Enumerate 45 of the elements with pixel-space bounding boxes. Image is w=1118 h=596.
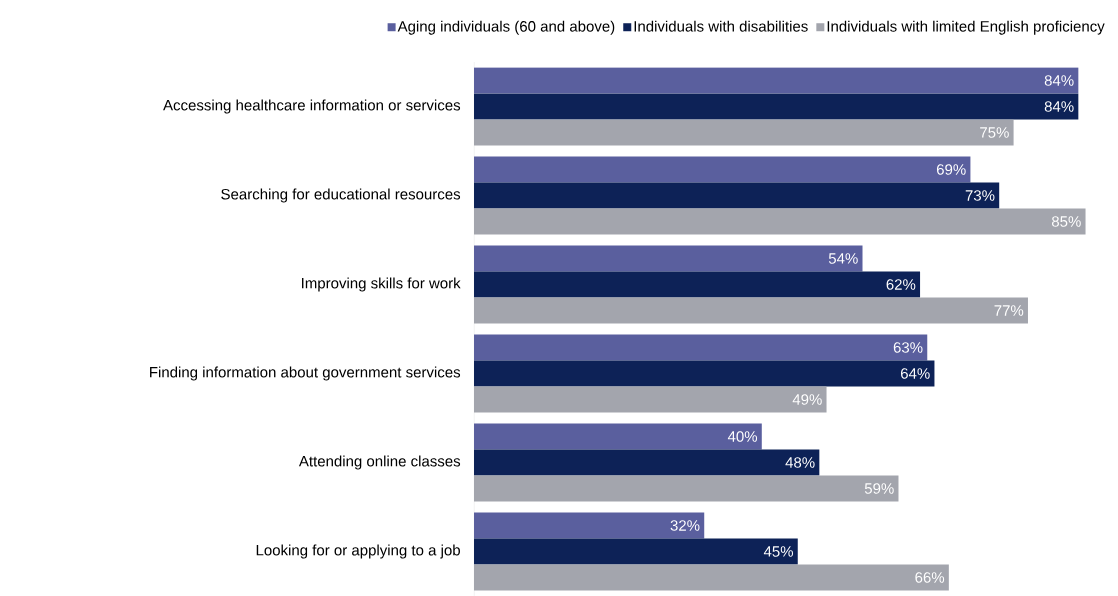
data-label: 69% xyxy=(936,164,966,175)
bar xyxy=(474,67,1079,94)
bar xyxy=(474,334,928,361)
legend-label: Individuals with limited English proficiency xyxy=(827,20,1105,35)
bar xyxy=(474,156,971,183)
bar xyxy=(474,119,1014,146)
bar xyxy=(474,423,762,450)
bar xyxy=(474,475,899,502)
bar xyxy=(474,93,1079,120)
data-label: 66% xyxy=(915,572,945,583)
data-label: 45% xyxy=(763,546,794,557)
data-label: 49% xyxy=(792,394,822,405)
bar xyxy=(474,271,921,298)
bar xyxy=(474,297,1028,324)
legend-label: Individuals with disabilities xyxy=(634,20,808,32)
y-tick-label: Looking for or applying to a job xyxy=(256,544,460,559)
bar xyxy=(474,386,827,413)
bar xyxy=(474,564,949,591)
data-label: 32% xyxy=(670,520,700,531)
y-tick-label: Finding information about government services xyxy=(150,366,461,381)
data-label: 77% xyxy=(994,305,1024,316)
data-label: 84% xyxy=(1044,101,1074,112)
data-label: 40% xyxy=(727,431,758,442)
legend-label: Aging individuals (60 and above) xyxy=(397,20,615,35)
bar xyxy=(474,208,1086,235)
data-label: 48% xyxy=(785,457,815,468)
y-tick-label: Searching for educational resources xyxy=(221,188,461,203)
bar xyxy=(474,360,935,387)
bar xyxy=(474,538,798,565)
data-label: 75% xyxy=(980,127,1009,138)
data-label: 64% xyxy=(901,368,930,379)
bar xyxy=(474,512,705,539)
data-label: 59% xyxy=(864,483,894,494)
data-label: 85% xyxy=(1051,216,1081,227)
bar xyxy=(474,182,1000,209)
bar xyxy=(474,245,863,272)
y-tick-label: Accessing healthcare information or services xyxy=(163,99,461,114)
data-label: 84% xyxy=(1044,75,1074,86)
bar xyxy=(474,449,820,476)
data-label: 73% xyxy=(965,190,995,201)
y-tick-label: Attending online classes xyxy=(298,455,461,470)
data-label: 62% xyxy=(886,279,916,290)
data-label: 54% xyxy=(828,253,858,264)
data-label: 63% xyxy=(893,342,923,353)
y-tick-label: Improving skills for work xyxy=(302,277,461,292)
